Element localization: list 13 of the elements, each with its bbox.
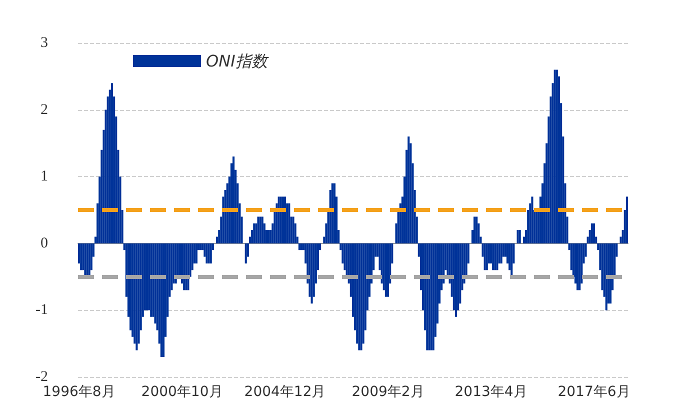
x-tick-label: 2000年10月 xyxy=(141,384,223,400)
y-tick-label: 2 xyxy=(40,102,48,118)
y-tick-label: 0 xyxy=(40,235,48,252)
y-tick-label: -1 xyxy=(36,302,48,318)
x-tick-label: 2017年6月 xyxy=(558,384,630,400)
y-tick-label: 3 xyxy=(40,35,48,51)
y-tick-label: 1 xyxy=(40,168,48,185)
legend-label: ONI指数 xyxy=(206,52,270,70)
x-tick-label: 1996年8月 xyxy=(42,384,116,400)
x-tick-label: 2013年4月 xyxy=(454,384,528,400)
x-tick-label: 2004年12月 xyxy=(244,384,326,400)
x-tick-label: 2009年2月 xyxy=(352,384,424,400)
y-tick-label: -2 xyxy=(36,369,48,385)
